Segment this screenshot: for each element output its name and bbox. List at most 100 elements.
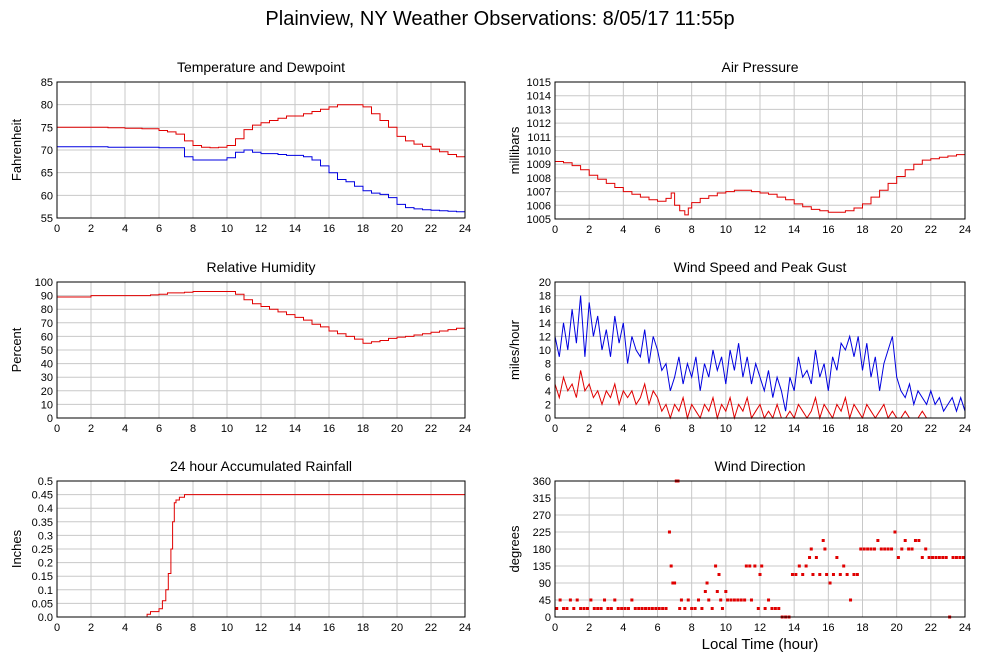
- direction-point: [683, 607, 687, 610]
- humidity-xtick-label: 14: [289, 423, 301, 435]
- rain-xtick-label: 22: [425, 622, 437, 634]
- wind-ytick-label: 4: [545, 386, 551, 398]
- direction-point: [558, 598, 562, 602]
- direction-xtick-label: 24: [959, 622, 971, 634]
- direction-frame: [554, 480, 966, 618]
- direction-point: [890, 547, 894, 551]
- direction-point: [821, 539, 825, 542]
- direction-point: [876, 539, 880, 542]
- temp-xtick-label: 24: [459, 223, 471, 235]
- direction-point: [753, 564, 757, 568]
- direction-point: [669, 564, 673, 568]
- rain-ytick-label: 0.5: [38, 476, 53, 488]
- direction-point: [920, 556, 924, 559]
- direction-point: [661, 607, 665, 610]
- direction-point: [729, 598, 733, 602]
- temp-ytick-label: 60: [41, 190, 53, 202]
- direction-point: [640, 607, 644, 610]
- direction-point: [679, 598, 683, 602]
- direction-point: [693, 607, 697, 610]
- direction-point: [910, 547, 914, 551]
- direction-point: [893, 530, 897, 534]
- wind-xtick-label: 22: [925, 423, 937, 435]
- direction-point: [592, 607, 596, 610]
- temp-ytick-label: 65: [41, 168, 53, 180]
- direction-point: [814, 556, 818, 559]
- temp-xtick-label: 20: [391, 223, 403, 235]
- humidity-xtick-label: 2: [88, 423, 94, 435]
- direction-point: [644, 607, 648, 610]
- direction-point: [616, 607, 620, 610]
- direction-point: [872, 547, 876, 551]
- rain-xtick-label: 6: [156, 622, 162, 634]
- direction-point: [790, 573, 794, 576]
- pressure-ytick-label: 1005: [527, 214, 551, 226]
- pressure-xtick-label: 12: [754, 224, 766, 236]
- humidity-xtick-label: 20: [391, 423, 403, 435]
- pressure-ytick-label: 1009: [527, 159, 551, 171]
- pressure-chart: Air Pressuremillibars1005100610071008100…: [507, 59, 971, 236]
- direction-point: [589, 598, 593, 602]
- temp-xtick-label: 22: [425, 223, 437, 235]
- direction-point: [613, 598, 617, 602]
- direction-point: [763, 607, 767, 610]
- direction-point: [673, 581, 677, 585]
- direction-point: [575, 598, 579, 602]
- temp-xtick-label: 6: [156, 223, 162, 235]
- wind-xtick-label: 16: [822, 423, 834, 435]
- pressure-ytick-label: 1006: [527, 200, 551, 212]
- temp-chart: Temperature and DewpointFahrenheit556065…: [9, 59, 471, 235]
- direction-xtick-label: 22: [925, 622, 937, 634]
- direction-point: [937, 556, 941, 559]
- direction-chart: Wind Directiondegrees0459013518022527031…: [507, 458, 971, 634]
- direction-point: [818, 573, 822, 576]
- direction-point: [703, 590, 707, 593]
- humidity-ytick-label: 40: [41, 359, 53, 371]
- direction-point: [849, 598, 853, 602]
- rain-ytick-label: 0.1: [38, 585, 53, 597]
- direction-point: [565, 607, 569, 610]
- wind-xtick-label: 6: [654, 423, 660, 435]
- x-axis-label: Local Time (hour): [701, 636, 819, 653]
- temp-xtick-label: 0: [54, 223, 60, 235]
- direction-point: [900, 547, 904, 551]
- direction-point: [705, 581, 709, 585]
- direction-point: [767, 598, 771, 602]
- direction-point: [690, 607, 694, 610]
- rain-ytick-label: 0.4: [38, 503, 53, 515]
- direction-point: [811, 573, 815, 576]
- pressure-xtick-label: 18: [856, 224, 868, 236]
- direction-point: [633, 607, 637, 610]
- direction-point: [744, 564, 748, 568]
- humidity-xtick-label: 4: [122, 423, 128, 435]
- direction-point: [879, 547, 883, 551]
- pressure-xtick-label: 22: [925, 224, 937, 236]
- direction-point: [758, 573, 762, 576]
- direction-point: [647, 607, 651, 610]
- humidity-xtick-label: 6: [156, 423, 162, 435]
- wind-ytick-label: 2: [545, 399, 551, 411]
- direction-point: [917, 539, 921, 542]
- direction-point: [913, 539, 917, 542]
- direction-point: [572, 607, 576, 610]
- rain-ytick-label: 0.0: [38, 612, 53, 624]
- direction-point: [924, 547, 928, 551]
- rain-ytick-label: 0.2: [38, 558, 53, 570]
- wind-ytick-label: 0: [545, 413, 551, 425]
- pressure-series-0-line: [555, 149, 966, 216]
- direction-point: [896, 556, 900, 559]
- direction-point: [809, 547, 813, 551]
- direction-point: [794, 573, 798, 576]
- rain-xtick-label: 18: [357, 622, 369, 634]
- pressure-ylabel: millibars: [507, 126, 522, 174]
- rain-xtick-label: 10: [221, 622, 233, 634]
- direction-point: [903, 539, 907, 542]
- direction-point: [835, 556, 839, 559]
- direction-point: [654, 607, 658, 610]
- direction-point: [886, 547, 890, 551]
- direction-point: [951, 556, 955, 559]
- wind-xtick-label: 18: [856, 423, 868, 435]
- direction-point: [941, 556, 945, 559]
- wind-xtick-label: 10: [720, 423, 732, 435]
- direction-point: [724, 590, 728, 593]
